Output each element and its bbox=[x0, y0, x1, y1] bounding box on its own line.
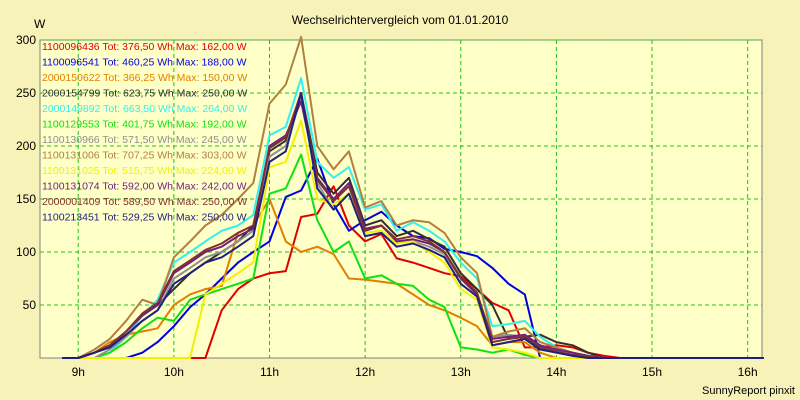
y-tick-label: 200 bbox=[16, 139, 36, 153]
legend-entry-11: 2000001409 Tot: 589,50 Wh Max: 250,00 W bbox=[42, 196, 247, 208]
legend-entry-3: 2000150622 Tot: 366,25 Wh Max: 150,00 W bbox=[42, 72, 247, 84]
y-tick-label: 50 bbox=[23, 298, 37, 312]
y-tick-label: 100 bbox=[16, 245, 36, 259]
x-tick-label: 11h bbox=[260, 365, 279, 379]
y-axis-ticks: 50 100 150 200 250 300 bbox=[16, 33, 36, 312]
y-tick-label: 150 bbox=[16, 192, 36, 206]
legend-entry-4: 2000154799 Tot: 623,75 Wh Max: 250,00 W bbox=[42, 88, 247, 100]
y-tick-label: 250 bbox=[16, 86, 36, 100]
series-line-12 bbox=[62, 92, 764, 359]
legend-entry-6: 1100129553 Tot: 401,75 Wh Max: 192,00 W bbox=[42, 119, 247, 131]
x-axis-ticks: 9h 10h 11h 12h 13h 14h 15h 16h bbox=[72, 365, 758, 379]
legend-entry-9: 1100131025 Tot: 515,75 Wh Max: 224,00 W bbox=[42, 165, 247, 177]
x-tick-label: 9h bbox=[72, 365, 85, 379]
legend: 1100096436 Tot: 376,50 Wh Max: 162,00 W 1… bbox=[42, 41, 247, 224]
y-axis-unit: W bbox=[34, 17, 46, 31]
chart-title: Wechselrichtervergleich vom 01.01.2010 bbox=[292, 13, 509, 27]
x-tick-label: 12h bbox=[355, 365, 375, 379]
x-tick-label: 10h bbox=[164, 365, 184, 379]
legend-entry-12: 1100213451 Tot: 529,25 Wh Max: 250,00 W bbox=[42, 212, 247, 224]
legend-entry-10: 1100131074 Tot: 592,00 Wh Max: 242,00 W bbox=[42, 181, 247, 193]
series-lines bbox=[62, 35, 764, 359]
legend-entry-7: 1100130966 Tot: 571,50 Wh Max: 245,00 W bbox=[42, 134, 247, 146]
legend-entry-5: 2000149892 Tot: 663,50 Wh Max: 264,00 W bbox=[42, 103, 247, 115]
y-tick-label: 300 bbox=[16, 33, 36, 47]
x-tick-label: 16h bbox=[738, 365, 758, 379]
x-tick-label: 15h bbox=[642, 365, 662, 379]
x-tick-label: 14h bbox=[546, 365, 566, 379]
legend-entry-1: 1100096436 Tot: 376,50 Wh Max: 162,00 W bbox=[42, 41, 247, 53]
legend-entry-8: 1100131006 Tot: 707,25 Wh Max: 303,00 W bbox=[42, 150, 247, 162]
footer-credit: SunnyReport pinxit bbox=[702, 385, 795, 397]
x-tick-label: 13h bbox=[451, 365, 471, 379]
legend-entry-2: 1100096541 Tot: 460,25 Wh Max: 188,00 W bbox=[42, 57, 247, 69]
